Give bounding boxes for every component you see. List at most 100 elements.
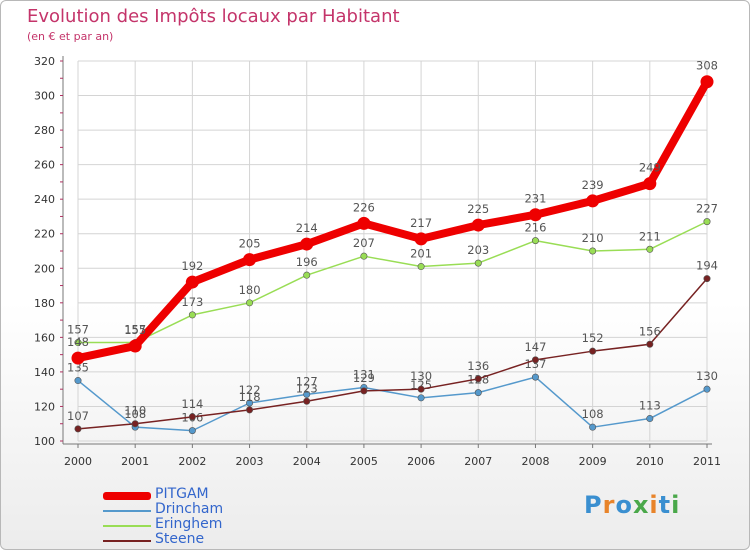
series-line-steene [77,277,708,430]
data-label-drincham: 122 [239,383,261,397]
y-tick-label: 260 [34,159,55,172]
data-label-pitgam: 239 [582,178,604,192]
data-point-eringhem [703,218,711,226]
y-tick-label: 140 [34,366,55,379]
data-label-eringhem: 211 [639,229,661,243]
data-point-steene [531,356,539,364]
x-tick-label: 2008 [521,455,549,468]
y-tick-label: 100 [34,435,55,448]
data-point-eringhem [474,259,482,267]
x-tick-label: 2000 [64,455,92,468]
data-label-steene: 123 [296,381,318,395]
logo-letter: i [649,491,659,519]
y-tick-label: 160 [34,331,55,344]
data-point-drincham [246,399,254,407]
data-label-eringhem: 203 [467,243,489,257]
data-point-steene [246,406,254,414]
data-point-pitgam [357,216,371,230]
x-tick-label: 2011 [693,455,721,468]
data-point-drincham [531,373,539,381]
legend-swatch-eringhem [103,524,151,527]
data-label-pitgam: 217 [410,216,432,230]
data-point-eringhem [188,311,196,319]
data-label-steene: 130 [410,369,432,383]
logo-letter: t [658,491,672,519]
data-point-drincham [417,394,425,402]
logo-letter: P [584,491,603,519]
data-point-drincham [589,423,597,431]
data-point-drincham [74,377,82,385]
data-label-eringhem: 207 [353,236,375,250]
logo-letter: x [632,491,650,519]
x-tick-label: 2005 [350,455,378,468]
data-point-steene [188,413,196,421]
data-label-steene: 147 [524,340,546,354]
data-label-eringhem: 227 [696,202,718,216]
data-point-steene [74,425,82,433]
data-point-steene [474,375,482,383]
data-label-eringhem: 173 [181,295,203,309]
data-label-eringhem: 196 [296,255,318,269]
data-label-drincham: 131 [353,367,375,381]
data-point-eringhem [531,237,539,245]
data-point-eringhem [417,263,425,271]
y-tick-label: 200 [34,262,55,275]
y-tick-label: 180 [34,297,55,310]
legend-swatch-pitgam [103,491,151,500]
data-point-drincham [474,389,482,397]
data-point-pitgam [185,275,199,289]
data-point-pitgam [300,237,314,251]
data-label-steene: 114 [181,397,203,411]
data-label-steene: 110 [124,404,146,418]
legend-swatch-drincham [103,509,151,512]
data-label-drincham: 108 [124,407,146,421]
data-point-eringhem [303,271,311,279]
data-point-pitgam [414,232,428,246]
data-label-steene: 152 [582,331,604,345]
data-label-eringhem: 157 [124,323,146,337]
y-tick-label: 300 [34,90,55,103]
series-line-pitgam [74,77,711,363]
x-tick-label: 2006 [407,455,435,468]
data-label-pitgam: 192 [181,259,203,273]
data-label-eringhem: 201 [410,247,432,261]
data-point-steene [417,385,425,393]
data-label-drincham: 127 [296,374,318,388]
data-point-drincham [703,385,711,393]
proxiti-logo: Proxiti [584,491,680,519]
data-point-eringhem [646,245,654,253]
data-point-drincham [188,427,196,435]
data-label-drincham: 137 [524,357,546,371]
x-tick-label: 2009 [579,455,607,468]
series-line-eringhem [77,220,708,344]
y-tick-label: 220 [34,228,55,241]
data-label-eringhem: 216 [524,221,546,235]
legend-label-steene: Steene [155,531,205,547]
data-label-eringhem: 180 [239,283,261,297]
data-point-pitgam [71,351,85,365]
legend-label-drincham: Drincham [155,501,224,517]
data-point-pitgam [471,218,485,232]
x-tick-label: 2010 [636,455,664,468]
y-tick-label: 240 [34,193,55,206]
data-label-drincham: 135 [67,361,89,375]
data-point-steene [303,397,311,405]
data-label-pitgam: 205 [239,237,261,251]
chart-title: Evolution des Impôts locaux par Habitant [27,6,400,27]
data-point-steene [131,420,139,428]
data-point-steene [703,275,711,283]
data-point-pitgam [528,208,542,222]
data-point-pitgam [128,339,142,353]
logo-letter: i [671,491,681,519]
legend-label-eringhem: Eringhem [155,516,223,532]
data-label-pitgam: 231 [524,192,546,206]
data-point-pitgam [586,194,600,208]
data-point-pitgam [700,75,714,89]
data-point-drincham [646,415,654,423]
y-tick-label: 320 [34,55,55,68]
data-label-pitgam: 155 [124,323,146,337]
logo-letter: r [602,491,616,519]
data-label-pitgam: 214 [296,221,318,235]
data-label-steene: 129 [353,371,375,385]
